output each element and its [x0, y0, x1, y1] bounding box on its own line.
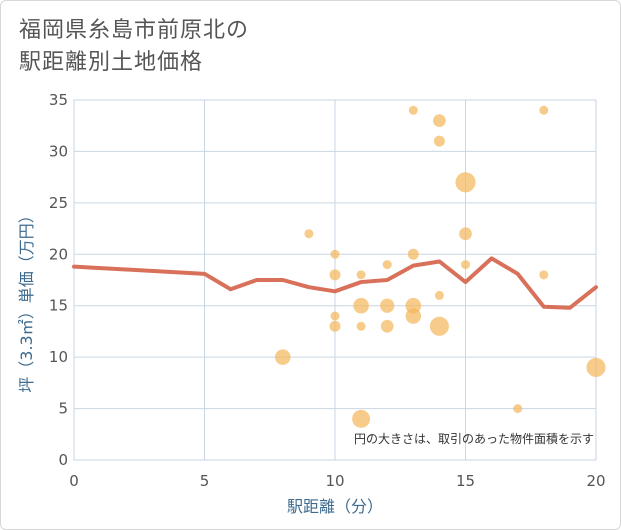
data-bubble	[429, 316, 449, 336]
data-bubble	[407, 248, 419, 260]
data-bubble	[275, 349, 291, 365]
data-bubble	[329, 269, 341, 281]
bubble-size-note: 円の大きさは、取引のあった物件面積を示す	[354, 431, 594, 446]
average-price-line	[72, 256, 598, 310]
x-axis-label: 駅距離（分）	[287, 497, 383, 516]
data-bubble	[380, 319, 394, 333]
data-bubble	[353, 297, 369, 314]
data-bubble	[459, 227, 472, 241]
y-axis-ticks: 0 5 10 15 20 25 30 35	[49, 91, 68, 469]
data-bubble	[539, 105, 549, 115]
data-bubble	[380, 298, 395, 313]
chart-title: 福岡県糸島市前原北の 駅距離別土地価格	[19, 15, 249, 79]
data-bubble	[513, 404, 523, 414]
average-line-series	[72, 256, 598, 310]
y-tick-label: 35	[49, 91, 68, 109]
data-bubble	[461, 260, 470, 270]
y-tick-label: 15	[49, 297, 68, 315]
x-tick-label: 5	[200, 472, 210, 490]
data-bubble	[352, 409, 371, 428]
grid-lines	[73, 99, 597, 461]
chart-title-line-1: 福岡県糸島市前原北の	[19, 18, 250, 43]
x-tick-label: 20	[586, 472, 605, 490]
data-bubble	[539, 270, 549, 280]
y-tick-label: 5	[58, 400, 68, 418]
data-bubble	[405, 308, 422, 324]
data-bubble	[434, 290, 444, 300]
y-tick-label: 25	[49, 194, 68, 212]
data-bubble	[433, 135, 445, 147]
data-bubble	[382, 260, 392, 270]
y-tick-label: 20	[49, 245, 68, 263]
data-bubble	[304, 229, 314, 239]
data-bubble	[433, 114, 446, 127]
chart-title-line-2: 駅距離別土地価格	[19, 50, 204, 75]
data-bubble	[455, 172, 476, 193]
y-tick-label: 30	[49, 142, 68, 160]
data-bubble	[330, 311, 340, 321]
data-bubble	[356, 321, 366, 331]
y-tick-label: 10	[49, 348, 68, 366]
x-tick-label: 10	[325, 472, 344, 490]
x-tick-label: 0	[69, 472, 79, 490]
data-bubble	[329, 320, 341, 332]
data-bubble	[356, 270, 366, 280]
y-tick-label: 0	[58, 451, 68, 469]
data-bubble	[408, 105, 418, 115]
bubble-series	[275, 105, 606, 428]
y-axis-label: 坪（3.3㎡）単価（万円）	[17, 207, 36, 392]
data-bubble	[330, 249, 340, 259]
x-tick-label: 15	[456, 472, 475, 490]
x-axis-ticks: 0 5 10 15 20	[69, 472, 605, 490]
data-bubble	[586, 357, 606, 377]
